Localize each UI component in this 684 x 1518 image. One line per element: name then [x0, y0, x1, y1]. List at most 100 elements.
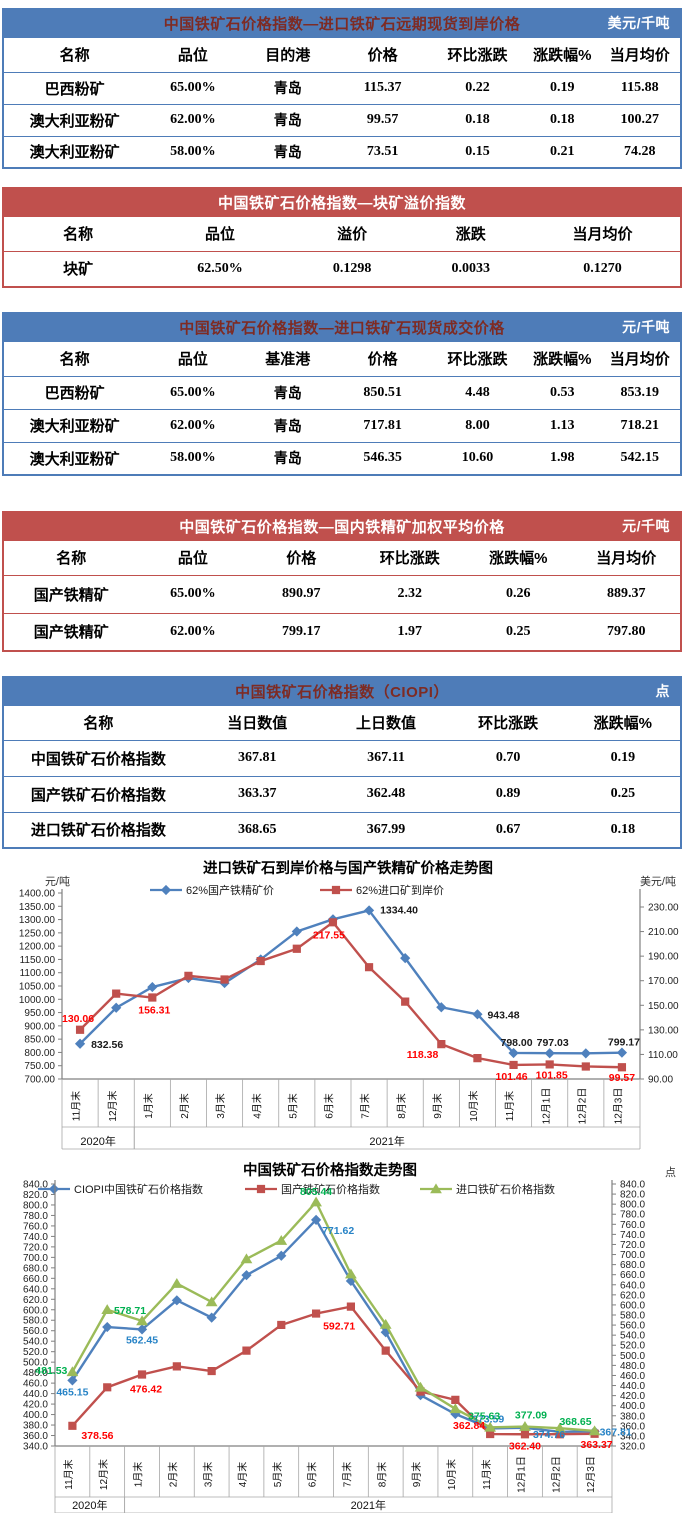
data-point-label: 798.00	[501, 1037, 533, 1049]
square-marker	[328, 918, 338, 927]
data-point-label: 101.46	[496, 1071, 528, 1083]
triangle-marker	[66, 1366, 79, 1377]
table-header-row: 名称 品位 基准港 价格 环比涨跌 涨跌幅% 当月均价	[3, 342, 681, 376]
row-name-cell: 巴西粉矿	[44, 385, 105, 402]
square-marker	[451, 1395, 460, 1404]
diamond-marker	[310, 1214, 322, 1225]
table-unit-label: 美元/千吨	[607, 15, 670, 31]
table-title-text: 中国铁矿石价格指数（CIOPI）	[235, 683, 449, 701]
left-tick-label: 360.0	[23, 1431, 48, 1442]
data-point-label: 130.06	[62, 1013, 94, 1025]
legend-label: CIOPI中国铁矿石价格指数	[74, 1182, 203, 1196]
table-row: 澳大利亚粉矿 58.00% 青岛 546.35 10.60 1.98 542.15	[3, 442, 681, 475]
right-tick-label: 560.0	[620, 1321, 645, 1332]
triangle-marker	[275, 1235, 288, 1245]
data-point-label: 373.59	[472, 1413, 504, 1425]
data-point-labels: 481.53 465.15 378.56 578.71 562.45 476.42 805.…	[35, 1186, 632, 1452]
square-marker	[277, 1320, 286, 1330]
data-point-label: 375.63	[468, 1410, 500, 1422]
square-marker	[381, 1346, 390, 1355]
table-header-row: 名称 品位 目的港 价格 环比涨跌 涨跌幅% 当月均价	[3, 38, 681, 72]
right-axis-unit: 点	[665, 1166, 676, 1179]
series-line	[71, 1200, 596, 1433]
left-tick-label: 740.0	[23, 1232, 48, 1243]
value-cell: 367.81	[237, 750, 277, 765]
header-cell: 环比涨跌	[379, 550, 440, 568]
value-cell: 10.60	[461, 450, 494, 466]
header-cell: 当月均价	[609, 47, 670, 65]
header-cell: 涨跌幅%	[489, 550, 548, 568]
triangle-marker	[449, 1403, 462, 1414]
category-label: 1月末	[142, 1093, 155, 1119]
square-marker	[103, 1383, 112, 1392]
legend-label: 62%进口矿到岸价	[356, 884, 444, 897]
diamond-marker	[291, 926, 302, 937]
table-lump-premium: 中国铁矿石价格指数—块矿溢价指数 名称 品位 溢价 涨跌 当月均价 块矿 62.50% 0.12…	[2, 187, 682, 288]
table-header-row: 名称 当日数值 上日数值 环比涨跌 涨跌幅%	[3, 706, 681, 740]
category-label: 12月1日	[540, 1088, 552, 1125]
value-cell: 青岛	[273, 114, 302, 129]
square-marker	[545, 1060, 554, 1069]
value-cell: 1.97	[397, 623, 423, 639]
header-cell: 名称	[63, 226, 94, 244]
category-label: 2月末	[166, 1462, 179, 1488]
category-label: 12月2日	[550, 1456, 562, 1493]
square-marker	[437, 1040, 446, 1049]
category-label: 4月末	[250, 1093, 263, 1119]
triangle-marker	[553, 1422, 566, 1433]
square-marker	[172, 1362, 181, 1371]
legend-label: 国产铁矿石价格指数	[281, 1182, 380, 1196]
table-title-text: 中国铁矿石价格指数—进口铁矿石远期现货到岸价格	[163, 15, 521, 33]
left-tick-label: 1000.00	[19, 995, 56, 1006]
value-cell: 367.11	[367, 750, 405, 765]
value-cell: 青岛	[273, 386, 302, 402]
diamond-marker	[544, 1048, 555, 1059]
diamond-marker	[363, 905, 375, 916]
diamond-marker	[616, 1047, 628, 1058]
data-point-label: 578.71	[114, 1305, 146, 1317]
diamond-marker	[400, 952, 411, 964]
data-point-label: 592.71	[323, 1321, 355, 1333]
value-cell: 546.35	[363, 450, 402, 466]
data-point-label: 363.37	[581, 1439, 613, 1451]
square-marker	[473, 1054, 482, 1063]
right-tick-label: 480.0	[620, 1361, 645, 1372]
right-tick-label: 150.00	[648, 1001, 679, 1012]
value-cell: 0.18	[465, 112, 490, 127]
data-point-label: 476.42	[130, 1384, 162, 1396]
right-tick-label: 700.0	[620, 1250, 645, 1261]
year-label: 2021年	[351, 1498, 386, 1512]
category-label: 2月末	[178, 1093, 191, 1119]
diamond-marker	[160, 884, 172, 896]
data-point-label: 832.56	[91, 1039, 123, 1051]
category-label: 11月末	[70, 1091, 83, 1121]
square-marker	[346, 1302, 356, 1311]
left-tick-label: 460.0	[23, 1379, 48, 1390]
left-tick-label: 520.0	[23, 1347, 48, 1358]
value-cell: 0.21	[550, 143, 575, 159]
category-label: 12月1日	[516, 1456, 528, 1493]
header-cell: 涨跌幅%	[533, 351, 592, 369]
right-axis: 230.00 210.00 190.00 170.00 150.00 130.00 110.…	[640, 903, 679, 1086]
right-tick-label: 820.0	[620, 1190, 645, 1201]
diamond-marker	[241, 1270, 252, 1281]
triangle-marker	[205, 1296, 218, 1307]
data-point-label: 217.55	[313, 929, 345, 941]
category-label: 5月末	[286, 1093, 299, 1119]
x-axis-categories: 11月末 12月末 1月末 2月末 3月末 4月末 5月末 6月末 7月末 8月末 9月末 10月末 1…	[54, 1446, 613, 1498]
header-cell: 名称	[59, 47, 90, 65]
left-axis: 1400.00 1350.00 1300.00 1250.00 1200.00 1150.…	[19, 889, 62, 1086]
right-tick-label: 190.00	[648, 952, 679, 963]
value-cell: 850.51	[363, 384, 402, 400]
value-cell: 718.21	[620, 417, 660, 433]
header-cell: 目的港	[265, 47, 311, 65]
table-row: 巴西粉矿 65.00% 青岛 850.51 4.48 0.53 853.19	[3, 376, 681, 409]
diamond-marker	[67, 1375, 78, 1386]
value-cell: 青岛	[273, 419, 302, 435]
value-cell: 0.0033	[451, 260, 491, 276]
right-tick-label: 230.00	[648, 903, 679, 914]
square-marker	[331, 885, 341, 895]
left-tick-label: 950.00	[24, 1008, 55, 1019]
value-cell: 青岛	[273, 82, 302, 97]
right-tick-label: 360.0	[620, 1421, 645, 1432]
